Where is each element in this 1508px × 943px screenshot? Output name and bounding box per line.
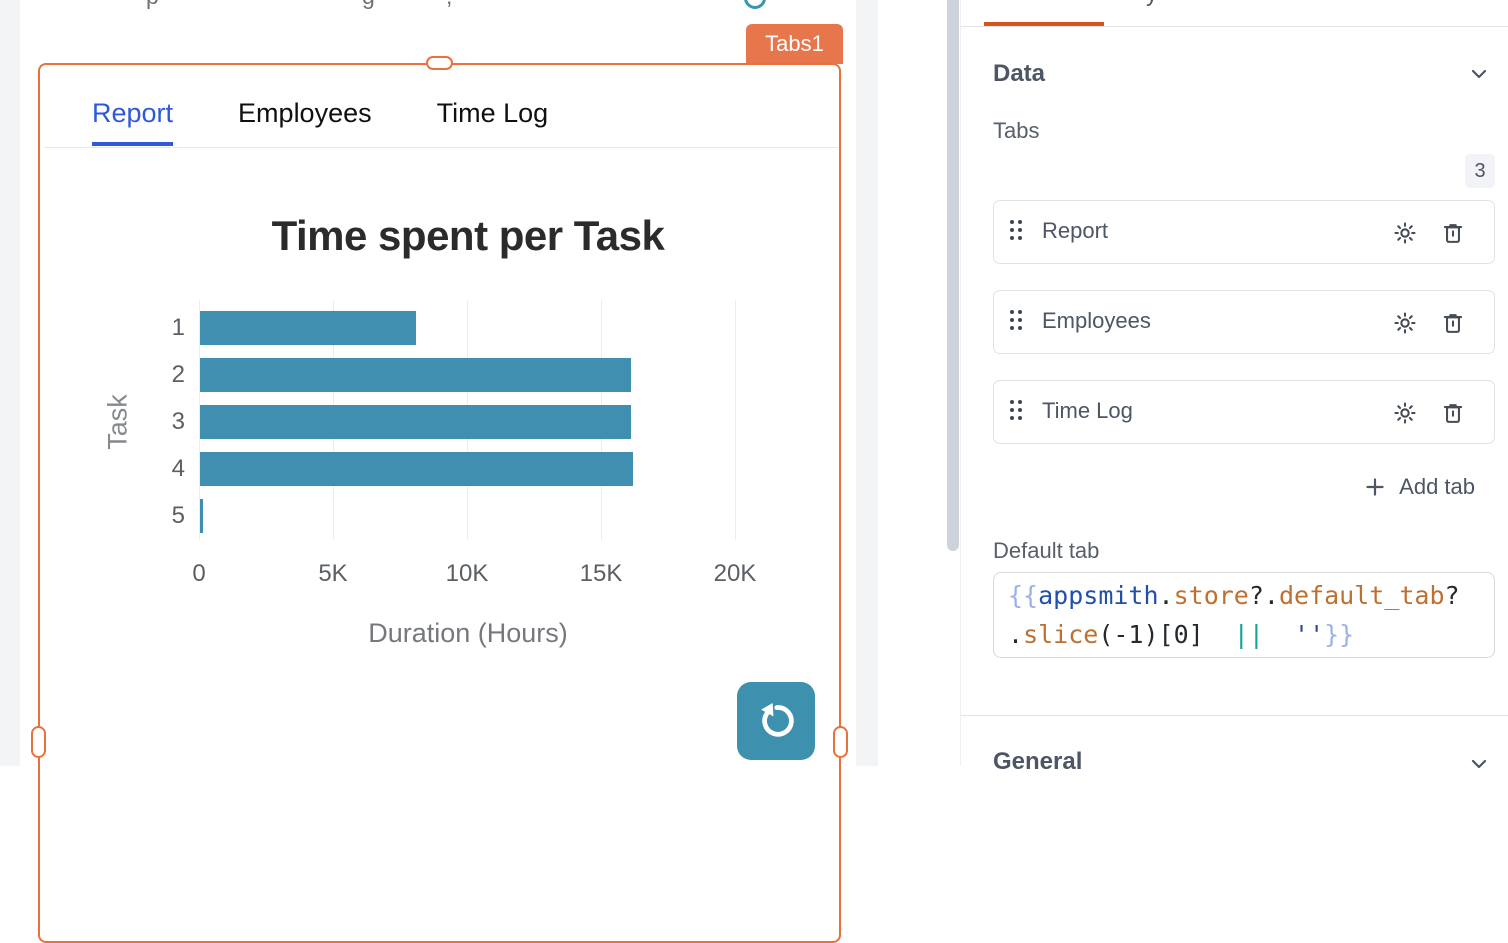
y-category-label: 4 xyxy=(137,455,185,483)
trash-icon[interactable] xyxy=(1440,220,1466,246)
code-token: default_tab xyxy=(1279,581,1445,610)
bar-task-1 xyxy=(200,311,416,345)
y-category-label: 2 xyxy=(137,361,185,389)
bar-task-4 xyxy=(200,452,633,486)
code-token: . xyxy=(1159,581,1174,610)
widget-tab-label[interactable]: Report xyxy=(92,98,173,146)
tab-list-item: Employees xyxy=(993,290,1495,354)
add-tab-label: Add tab xyxy=(1399,474,1475,500)
code-line: .slice(-1)[0] || ''}} xyxy=(1008,615,1480,654)
code-token: (-1)[0] xyxy=(1098,620,1203,649)
widget-tab-label[interactable]: Employees xyxy=(238,98,372,142)
code-token: ?. xyxy=(1249,581,1279,610)
widget-name-badge[interactable]: Tabs1 xyxy=(746,24,843,64)
section-title-data: Data xyxy=(993,60,1045,88)
code-token xyxy=(1204,620,1234,649)
code-token: ? xyxy=(1445,581,1460,610)
trash-icon[interactable] xyxy=(1440,400,1466,426)
canvas-right-gutter xyxy=(856,0,878,766)
y-category-label: 3 xyxy=(137,408,185,436)
x-tick-label: 0 xyxy=(192,560,205,588)
code-token: {{ xyxy=(1008,581,1038,610)
refresh-icon xyxy=(754,699,798,743)
property-pane-scrollbar[interactable] xyxy=(947,0,959,551)
pane-top-divider xyxy=(961,26,1508,27)
tab-item-label: Employees xyxy=(1042,308,1151,334)
widget-tab-label[interactable]: Time Log xyxy=(437,98,549,142)
x-tick-label: 15K xyxy=(580,560,623,588)
x-tick-label: 10K xyxy=(446,560,489,588)
y-category-label: 1 xyxy=(137,314,185,342)
tab-item-label: Report xyxy=(1042,218,1108,244)
clipped-glyph: p xyxy=(146,0,159,10)
code-line: {{appsmith.store?.default_tab? xyxy=(1008,576,1480,615)
section-title-general: General xyxy=(993,748,1082,776)
x-tick-label: 20K xyxy=(714,560,757,588)
widget-tab[interactable]: Time Log xyxy=(437,97,549,129)
code-token: slice xyxy=(1023,620,1098,649)
clipped-glyph: , xyxy=(446,0,452,10)
clipped-glyph: g xyxy=(362,0,375,10)
tabbar-divider xyxy=(44,147,838,148)
tab-list-item: Time Log xyxy=(993,380,1495,444)
drag-handle-icon[interactable] xyxy=(1010,310,1026,336)
code-token: '' xyxy=(1294,620,1324,649)
resize-handle-top[interactable] xyxy=(426,56,453,70)
property-pane: y Data Tabs 3 Report Employees xyxy=(960,0,1508,766)
drag-handle-icon[interactable] xyxy=(1010,220,1026,246)
resize-handle-left[interactable] xyxy=(31,726,46,758)
tabs-count-badge: 3 xyxy=(1465,154,1495,188)
default-tab-property-label: Default tab xyxy=(993,538,1099,564)
resize-handle-right[interactable] xyxy=(833,726,848,758)
gridline xyxy=(735,300,736,540)
y-category-label: 5 xyxy=(137,502,185,530)
drag-handle-icon[interactable] xyxy=(1010,400,1026,426)
widget-tab[interactable]: Report xyxy=(92,97,173,129)
chart-title: Time spent per Task xyxy=(272,212,665,260)
canvas-left-gutter xyxy=(0,0,20,766)
code-token: . xyxy=(1008,620,1023,649)
chart-refresh-button[interactable] xyxy=(737,682,815,760)
y-axis-title: Task xyxy=(103,394,134,450)
plus-icon xyxy=(1363,475,1387,499)
tab-list-item: Report xyxy=(993,200,1495,264)
code-token xyxy=(1264,620,1294,649)
section-divider xyxy=(961,715,1508,716)
code-token: }} xyxy=(1324,620,1354,649)
tab-item-label: Time Log xyxy=(1042,398,1133,424)
gear-icon[interactable] xyxy=(1392,310,1418,336)
x-tick-label: 5K xyxy=(318,560,347,588)
bar-task-2 xyxy=(200,358,631,392)
clipped-widget-above: p g, xyxy=(0,0,860,12)
widget-tab[interactable]: Employees xyxy=(238,97,372,129)
gear-icon[interactable] xyxy=(1392,400,1418,426)
code-token: || xyxy=(1234,620,1264,649)
bar-task-5 xyxy=(200,499,203,533)
x-axis-title: Duration (Hours) xyxy=(368,618,568,649)
gear-icon[interactable] xyxy=(1392,220,1418,246)
add-tab-button[interactable]: Add tab xyxy=(1363,474,1475,500)
chevron-down-icon[interactable] xyxy=(1467,752,1491,776)
trash-icon[interactable] xyxy=(1440,310,1466,336)
clipped-style-tab: y xyxy=(1146,0,1176,6)
code-token: store xyxy=(1174,581,1249,610)
bar-task-3 xyxy=(200,405,631,439)
code-token: appsmith xyxy=(1038,581,1158,610)
tabs-widget-tabbar: Report Employees Time Log xyxy=(92,97,548,129)
default-tab-code-input[interactable]: {{appsmith.store?.default_tab?.slice(-1)… xyxy=(993,572,1495,658)
tabs-property-label: Tabs xyxy=(993,118,1039,144)
chevron-down-icon[interactable] xyxy=(1467,62,1491,86)
